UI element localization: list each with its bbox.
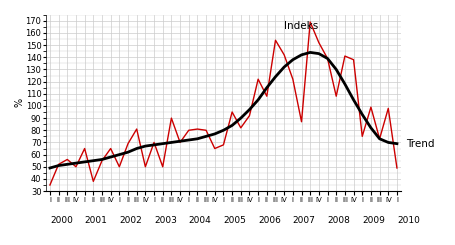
Text: 2002: 2002 <box>119 216 142 225</box>
Text: 2007: 2007 <box>292 216 315 225</box>
Text: 2003: 2003 <box>154 216 177 225</box>
Text: 2004: 2004 <box>188 216 211 225</box>
Text: 2006: 2006 <box>258 216 280 225</box>
Text: 2009: 2009 <box>361 216 384 225</box>
Text: 2005: 2005 <box>223 216 246 225</box>
Text: 2008: 2008 <box>327 216 349 225</box>
Text: Trend: Trend <box>405 139 433 149</box>
Text: 2000: 2000 <box>50 216 73 225</box>
Y-axis label: %: % <box>14 98 24 108</box>
Text: 2010: 2010 <box>396 216 419 225</box>
Text: Indeks: Indeks <box>283 21 318 31</box>
Text: 2001: 2001 <box>85 216 107 225</box>
